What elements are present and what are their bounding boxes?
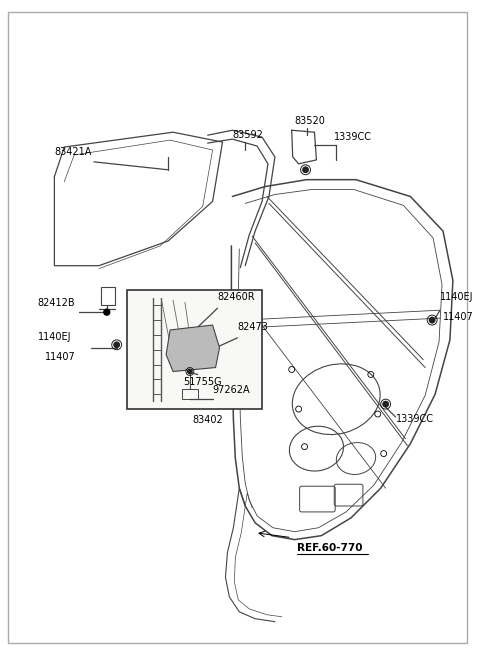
Text: 83421A: 83421A: [54, 147, 92, 157]
Circle shape: [188, 369, 192, 374]
Text: 82460R: 82460R: [217, 292, 255, 303]
Bar: [127, 290, 262, 409]
Polygon shape: [166, 325, 219, 371]
Text: 82473: 82473: [237, 322, 268, 332]
Text: 1140EJ: 1140EJ: [37, 332, 71, 342]
Circle shape: [104, 309, 110, 315]
Text: 11407: 11407: [45, 352, 75, 362]
Circle shape: [114, 342, 120, 348]
Text: 1140EJ: 1140EJ: [440, 292, 474, 303]
Bar: [101, 288, 115, 305]
Text: 51755G: 51755G: [183, 377, 222, 388]
Text: 11407: 11407: [443, 312, 474, 322]
Text: 1339CC: 1339CC: [396, 414, 433, 424]
Text: 83402: 83402: [193, 415, 224, 425]
Circle shape: [383, 402, 388, 407]
Text: 97262A: 97262A: [213, 385, 250, 395]
Text: 83592: 83592: [232, 130, 263, 140]
Bar: [182, 389, 198, 399]
Text: 1339CC: 1339CC: [334, 132, 372, 142]
Circle shape: [303, 167, 308, 172]
Text: 83520: 83520: [295, 117, 325, 126]
Circle shape: [430, 318, 435, 323]
Text: REF.60-770: REF.60-770: [297, 542, 362, 553]
Text: 82412B: 82412B: [37, 298, 75, 309]
